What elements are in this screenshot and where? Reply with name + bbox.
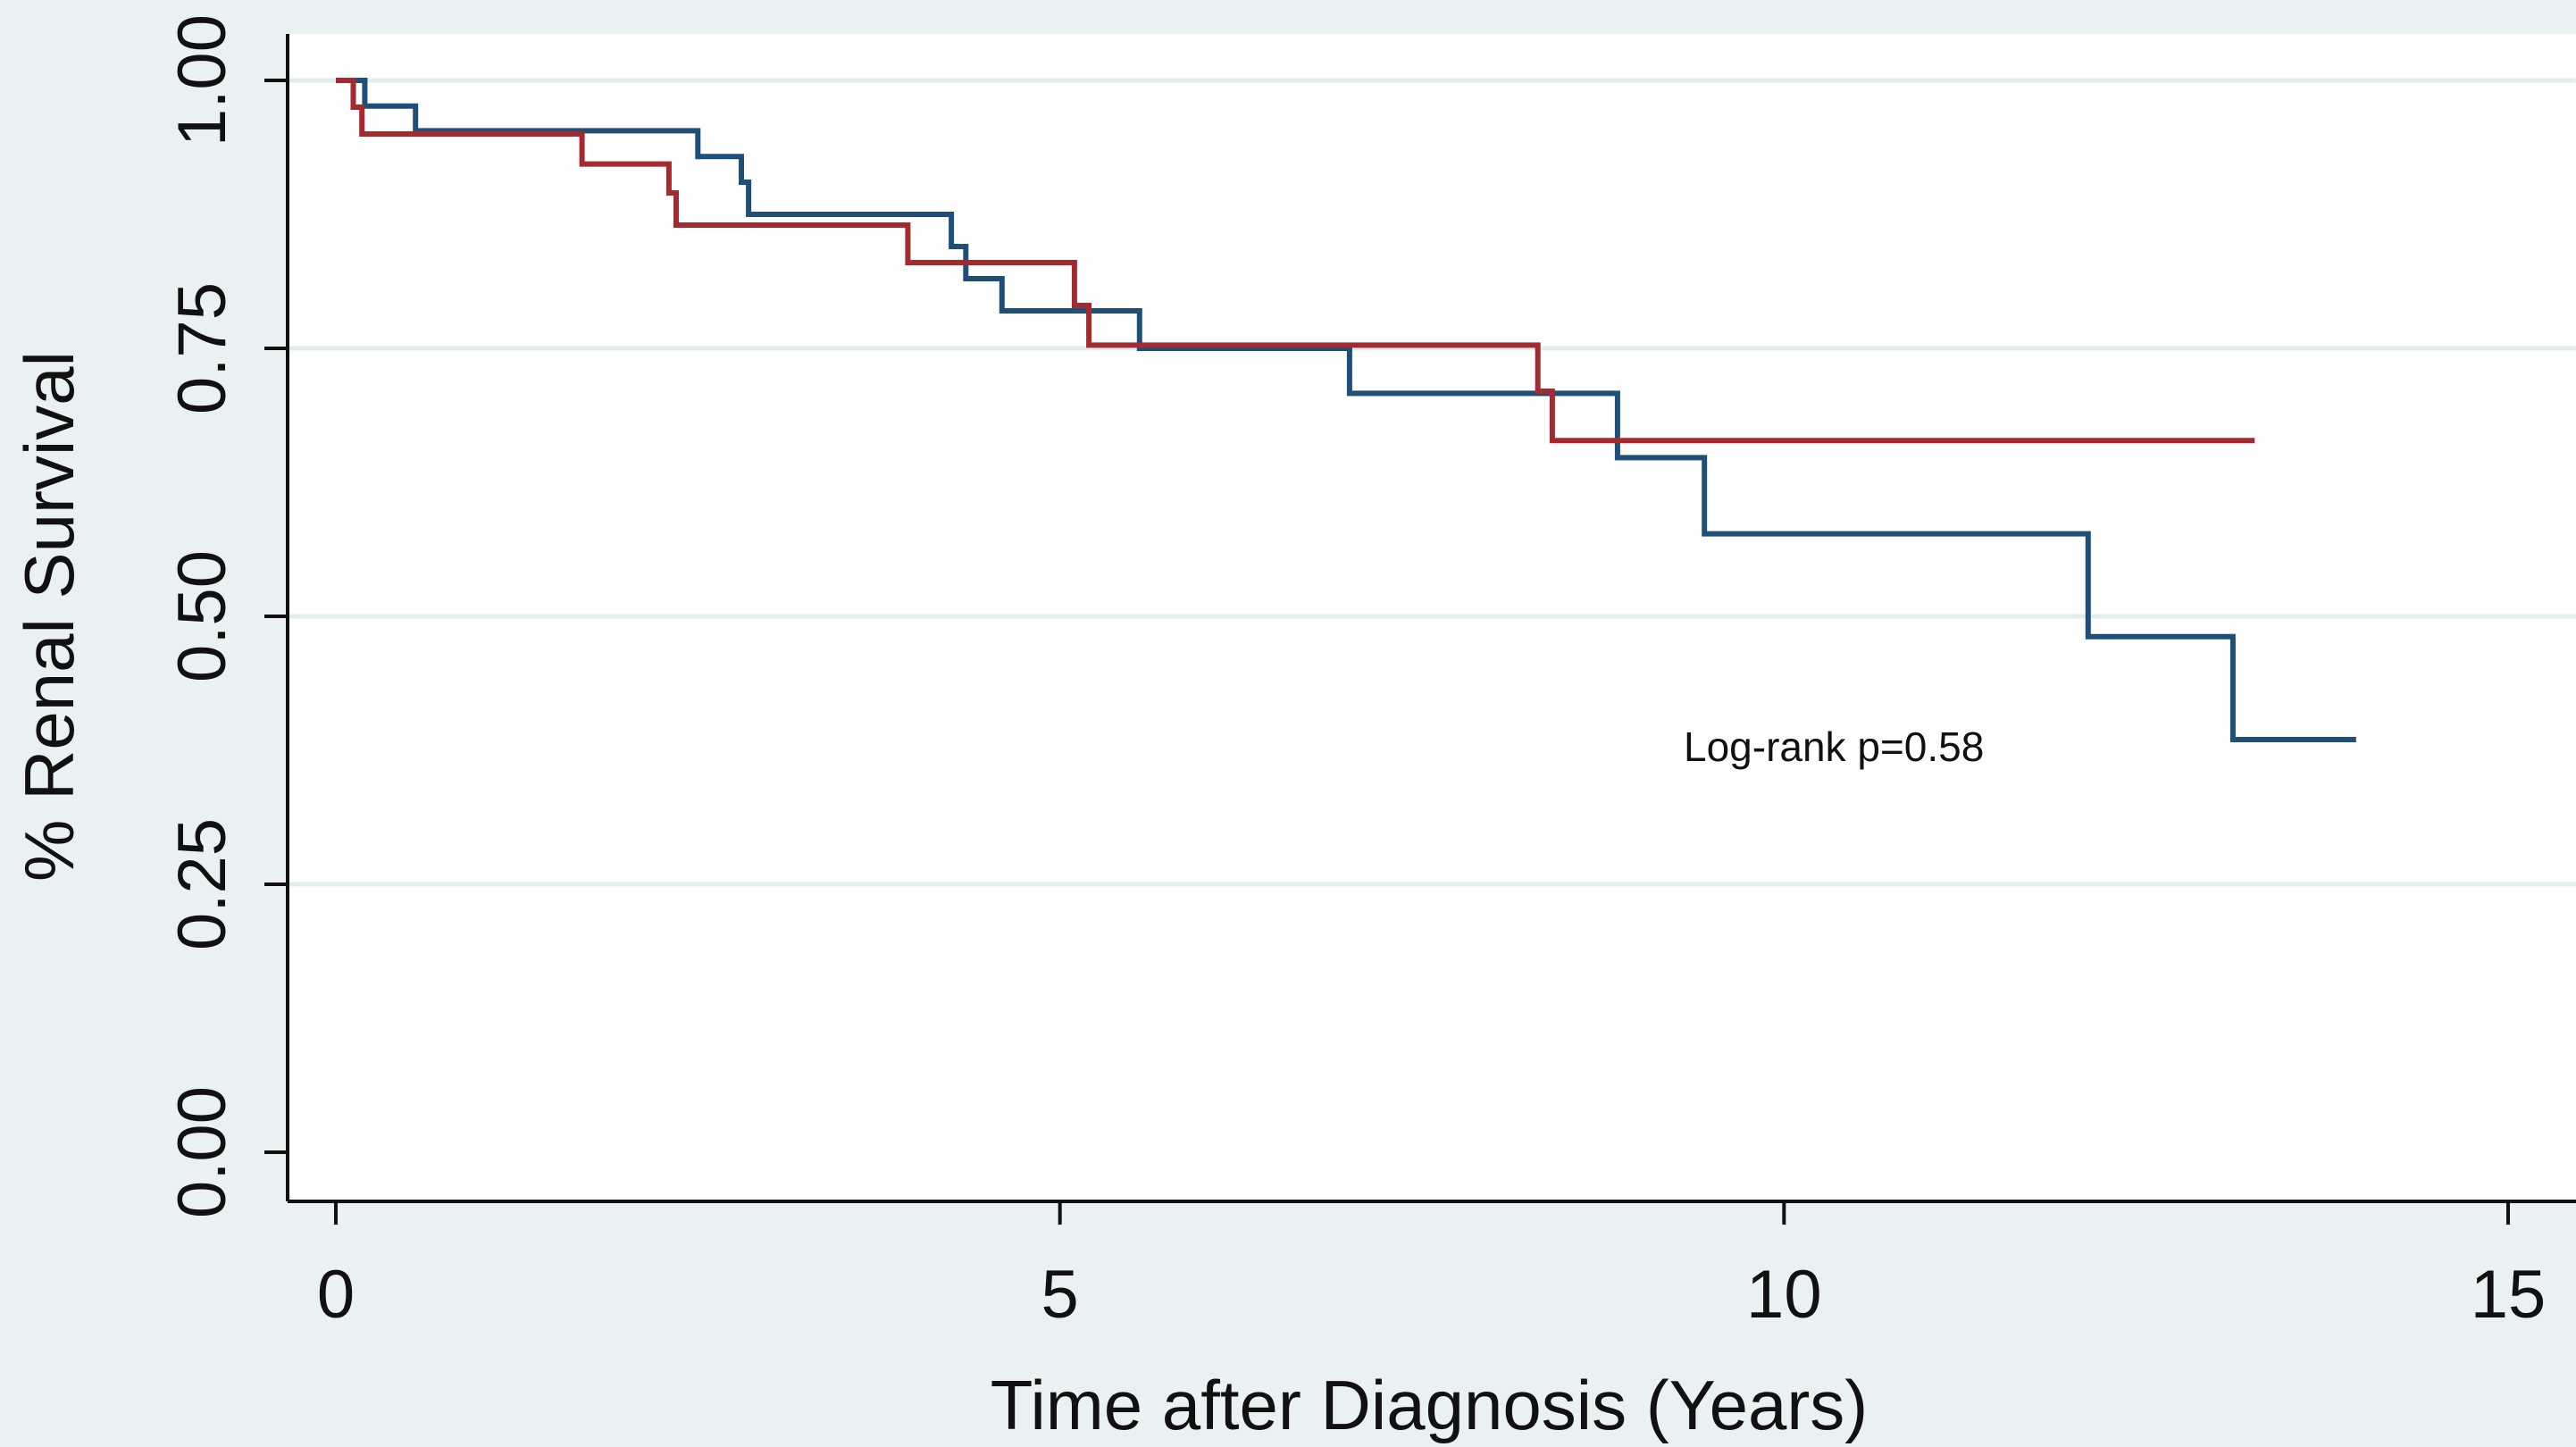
y-tick-label: 0.00 — [164, 1086, 240, 1218]
y-tick-label: 1.00 — [164, 14, 240, 146]
log-rank-annotation: Log-rank p=0.58 — [1684, 724, 1984, 770]
y-axis-title: % Renal Survival — [10, 351, 88, 882]
x-tick-label: 0 — [317, 1257, 355, 1333]
y-tick-label: 0.50 — [164, 550, 240, 682]
x-tick-label: 5 — [1041, 1257, 1079, 1333]
y-tick-label: 0.75 — [164, 282, 240, 414]
x-tick-label: 10 — [1746, 1257, 1822, 1333]
y-tick-label: 0.25 — [164, 818, 240, 950]
x-tick-label: 15 — [2471, 1257, 2547, 1333]
x-axis-title: Time after Diagnosis (Years) — [991, 1366, 1869, 1444]
